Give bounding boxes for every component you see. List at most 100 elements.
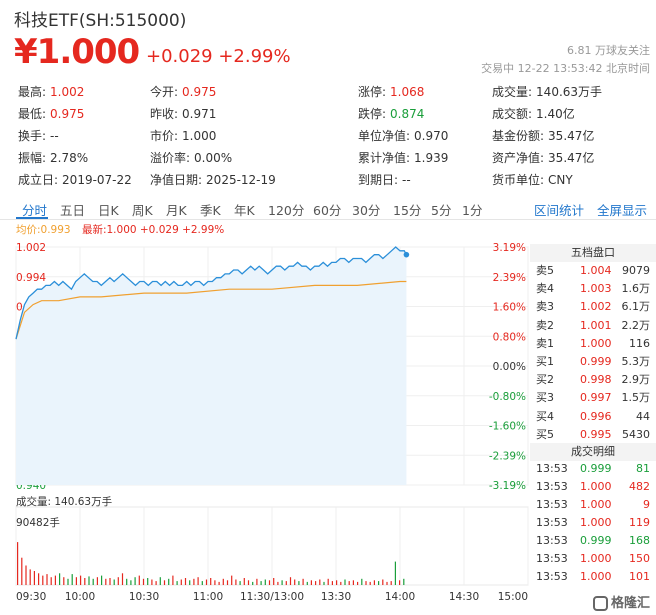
stat-value: 2019-07-22 bbox=[62, 173, 132, 187]
stat-item: 换手: -- bbox=[18, 127, 59, 144]
volume-bar bbox=[80, 575, 82, 585]
stat-label: 换手: bbox=[18, 129, 47, 143]
pct-tick-label: -3.19% bbox=[489, 480, 526, 492]
volume-bar bbox=[352, 580, 354, 585]
trade-volume: 119 bbox=[629, 516, 650, 529]
latest-price-dot bbox=[403, 251, 410, 258]
stat-value: 1.068 bbox=[390, 85, 425, 99]
trade-time: 13:53 bbox=[536, 498, 568, 511]
volume-bar bbox=[386, 581, 388, 585]
price-line bbox=[15, 246, 407, 340]
tab-2[interactable]: 日K bbox=[98, 203, 119, 218]
order-book-row: 卖5 1.004 9079 bbox=[534, 262, 652, 280]
tab-4[interactable]: 月K bbox=[166, 203, 187, 218]
stat-value: 0.975 bbox=[50, 107, 85, 121]
trade-price: 1.000 bbox=[580, 552, 612, 565]
volume-bar bbox=[17, 542, 19, 585]
volume-bar bbox=[336, 580, 338, 585]
tab-5[interactable]: 季K bbox=[200, 203, 221, 218]
tab-8[interactable]: 60分 bbox=[313, 203, 342, 218]
stat-item: 成交量: 140.63万手 bbox=[492, 83, 602, 100]
trade-volume: 168 bbox=[629, 534, 650, 547]
pct-tick-label: 0.00% bbox=[493, 361, 526, 373]
current-price: ¥1.000 bbox=[14, 32, 140, 72]
order-side: 买4 bbox=[536, 409, 554, 423]
stat-item: 跌停: 0.874 bbox=[358, 105, 424, 122]
price-area-fill bbox=[16, 247, 407, 485]
tab-3[interactable]: 周K bbox=[132, 203, 153, 218]
tab-9[interactable]: 30分 bbox=[352, 203, 381, 218]
stat-label: 累计净值: bbox=[358, 151, 411, 165]
trade-row: 13:53 1.000 482 bbox=[536, 478, 654, 496]
volume-bar bbox=[84, 578, 86, 585]
trade-volume: 482 bbox=[629, 480, 650, 493]
watermark: 格隆汇 bbox=[592, 592, 650, 611]
volume-bar bbox=[331, 581, 333, 585]
volume-bar bbox=[382, 579, 384, 585]
tab-0[interactable]: 分时 bbox=[22, 203, 48, 218]
stat-item: 货币单位: CNY bbox=[492, 171, 573, 188]
volume-bar bbox=[159, 577, 161, 585]
watermark-logo-icon bbox=[592, 596, 608, 611]
volume-bar bbox=[147, 578, 149, 585]
stat-value: 35.47亿 bbox=[548, 151, 595, 165]
tab-10[interactable]: 15分 bbox=[393, 203, 422, 218]
stat-item: 涨停: 1.068 bbox=[358, 83, 424, 100]
stats-row: 换手: -- 市价: 1.000 单位净值: 0.970 基金份额: 35.47亿 bbox=[18, 127, 648, 149]
volume-bar bbox=[96, 577, 98, 585]
trade-time: 13:53 bbox=[536, 552, 568, 565]
tab-7[interactable]: 120分 bbox=[268, 203, 305, 218]
order-price: 0.998 bbox=[580, 373, 612, 387]
stat-value: 140.63万手 bbox=[536, 85, 603, 99]
volume-bar bbox=[222, 578, 224, 585]
fullscreen-link[interactable]: 全屏显示 bbox=[597, 203, 648, 218]
volume-bar bbox=[92, 578, 94, 585]
volume-bar bbox=[189, 580, 191, 585]
order-book-row: 卖1 1.000 116 bbox=[534, 335, 652, 353]
tab-1[interactable]: 五日 bbox=[60, 203, 86, 218]
volume-bar bbox=[54, 575, 56, 585]
stat-label: 单位净值: bbox=[358, 129, 411, 143]
tab-11[interactable]: 5分 bbox=[431, 203, 452, 218]
stat-value: 2025-12-19 bbox=[206, 173, 276, 187]
tab-12[interactable]: 1分 bbox=[462, 203, 483, 218]
tab-6[interactable]: 年K bbox=[234, 203, 255, 218]
volume-bar bbox=[218, 581, 220, 585]
stat-value: 0.971 bbox=[182, 107, 217, 121]
volume-bar bbox=[369, 581, 371, 585]
volume-bar bbox=[155, 581, 157, 585]
volume-bar bbox=[256, 578, 258, 585]
time-tick-label: 09:30 bbox=[16, 591, 46, 603]
pct-tick-label: 1.60% bbox=[493, 302, 526, 314]
pct-tick-label: 3.19% bbox=[493, 242, 526, 254]
time-tick-label: 10:00 bbox=[65, 591, 95, 603]
volume-bar bbox=[252, 581, 254, 585]
stat-label: 到期日: bbox=[358, 173, 399, 187]
order-volume: 116 bbox=[629, 336, 650, 350]
stats-row: 最低: 0.975 昨收: 0.971 跌停: 0.874 成交额: 1.40亿 bbox=[18, 105, 648, 127]
volume-bar bbox=[403, 578, 405, 585]
volume-bar bbox=[63, 577, 65, 585]
stat-label: 涨停: bbox=[358, 85, 387, 99]
volume-bar bbox=[197, 577, 199, 585]
volume-bar bbox=[163, 580, 166, 585]
order-price: 0.999 bbox=[580, 355, 612, 368]
trade-price: 0.999 bbox=[580, 462, 612, 475]
order-volume: 2.9万 bbox=[621, 373, 651, 387]
volume-bar bbox=[46, 574, 48, 585]
order-book-row: 买5 0.995 5430 bbox=[534, 426, 652, 444]
volume-bar bbox=[226, 580, 229, 585]
volume-bar bbox=[399, 580, 401, 585]
trades-title: 成交明细 bbox=[530, 443, 656, 461]
time-tick-label: 14:00 bbox=[385, 591, 415, 603]
range-stats-link[interactable]: 区间统计 bbox=[534, 203, 585, 218]
time-tick-label: 10:30 bbox=[129, 591, 159, 603]
order-side: 买1 bbox=[536, 355, 554, 368]
volume-bar bbox=[310, 580, 312, 585]
price-tick-label: 1.002 bbox=[16, 242, 46, 254]
trading-status: 交易中 12-22 13:53:42 北京时间 bbox=[481, 62, 650, 75]
stat-item: 单位净值: 0.970 bbox=[358, 127, 448, 144]
price-change: +0.029 +2.99% bbox=[146, 46, 291, 67]
order-price: 1.000 bbox=[580, 336, 612, 350]
volume-bar bbox=[378, 581, 380, 585]
